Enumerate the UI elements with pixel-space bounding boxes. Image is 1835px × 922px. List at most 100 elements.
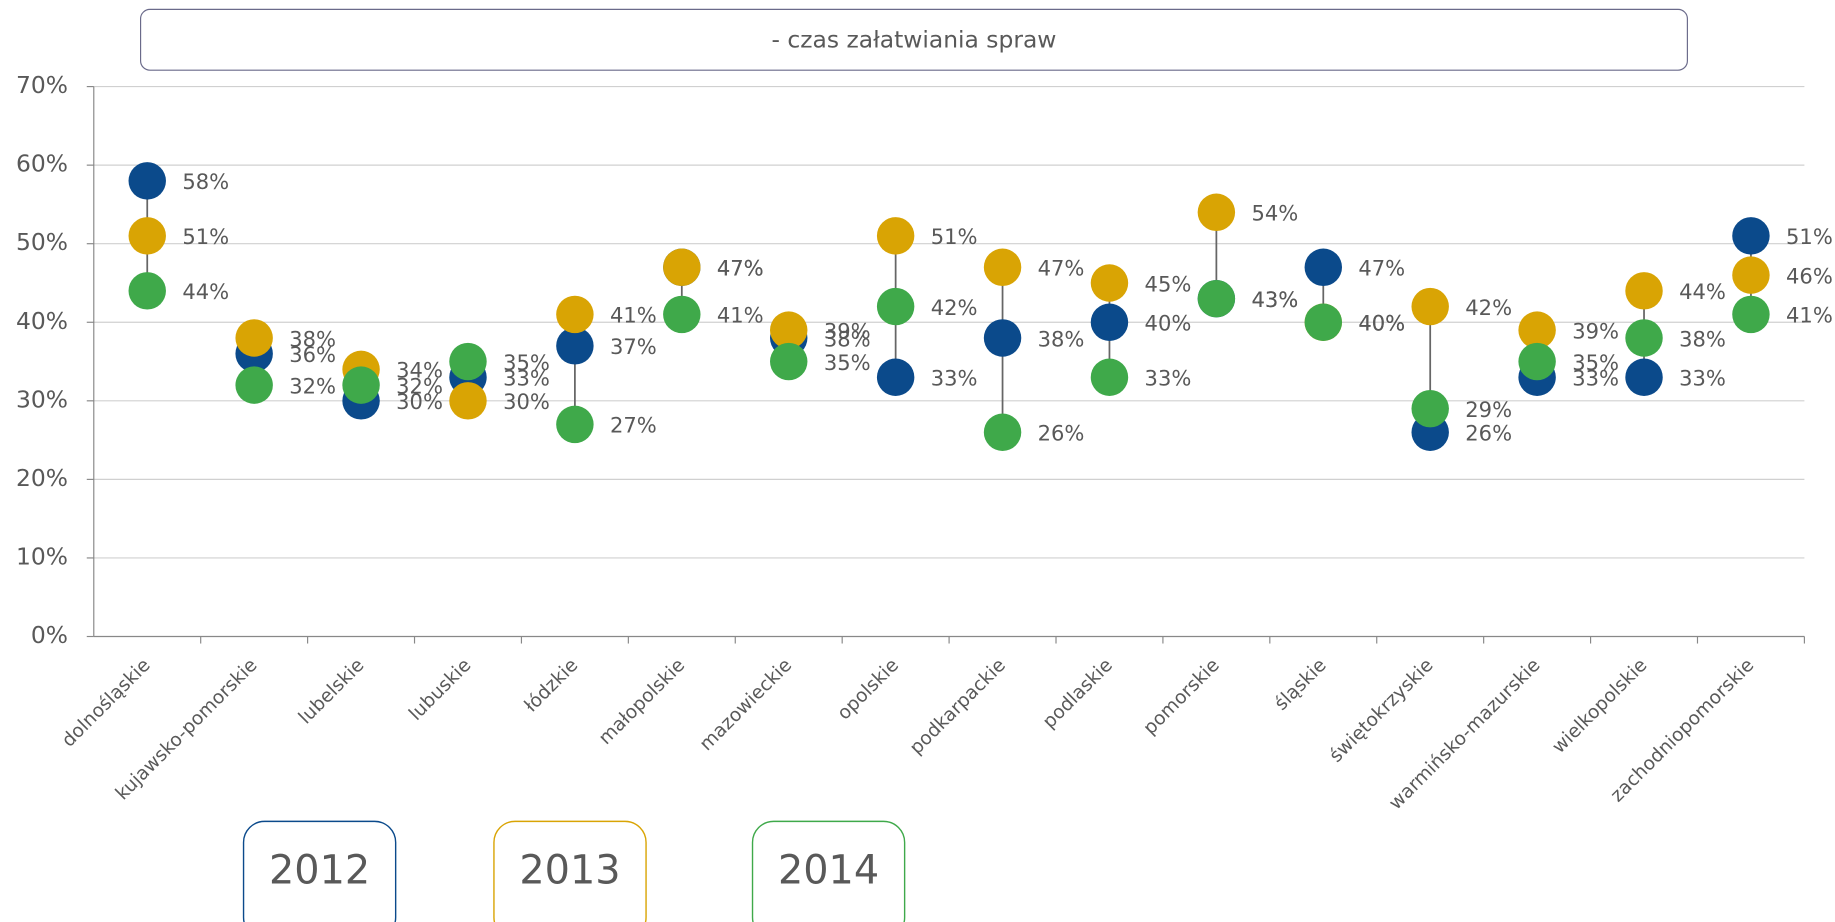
dot [663, 248, 701, 286]
value-label: 38% [824, 326, 871, 351]
dot [1625, 272, 1663, 310]
x-tick-label: śląskie [1271, 655, 1331, 715]
value-label: 30% [503, 389, 550, 414]
value-label: 33% [931, 366, 978, 391]
legend-box [242, 820, 397, 922]
value-label: 58% [182, 169, 229, 194]
dot [449, 342, 487, 381]
value-label: 32% [289, 373, 336, 398]
dot [1732, 256, 1770, 294]
x-tick-label: mazowieckie [696, 655, 796, 755]
value-label: 39% [824, 318, 871, 343]
value-label: 43% [1251, 287, 1298, 312]
x-tick-label: lubuskie [405, 655, 475, 725]
value-label: 35% [1572, 350, 1619, 375]
dot [983, 319, 1022, 357]
dot [1090, 358, 1129, 396]
value-label: 29% [1465, 397, 1512, 422]
value-label: 43% [1251, 287, 1298, 312]
value-label: 37% [610, 334, 657, 359]
value-label: 36% [289, 342, 336, 367]
value-label: 47% [1358, 256, 1405, 281]
value-label: 35% [824, 350, 871, 375]
legend-box [493, 820, 647, 922]
dot [876, 358, 915, 396]
dot [770, 311, 808, 349]
value-label: 26% [1038, 421, 1085, 446]
dot [235, 319, 273, 357]
x-tick-label: świętokrzyskie [1326, 655, 1438, 767]
value-label: 38% [1679, 326, 1726, 351]
value-label: 41% [717, 303, 764, 328]
dot [983, 248, 1022, 286]
x-tick-label: podkarpackie [906, 655, 1010, 759]
value-label: 40% [1358, 311, 1405, 336]
dot [556, 327, 594, 365]
value-label: 26% [1465, 421, 1512, 446]
y-tick-label: 40% [16, 307, 68, 335]
value-label: 51% [931, 224, 978, 249]
value-label: 54% [1251, 201, 1298, 226]
value-label: 41% [610, 303, 657, 328]
x-tick-label: małopolskie [595, 655, 689, 749]
value-label: 46% [1786, 263, 1833, 288]
value-label: 35% [503, 350, 550, 375]
value-label: 27% [610, 413, 657, 438]
legend-box [751, 820, 906, 922]
legend-label: 2014 [778, 847, 879, 893]
x-tick-label: dolnośląskie [58, 655, 155, 752]
value-label: 38% [1038, 326, 1085, 351]
x-tick-label: opolskie [834, 655, 904, 725]
value-label: 33% [503, 366, 550, 391]
dot [876, 217, 915, 255]
value-label: 51% [1786, 224, 1833, 249]
value-label: 51% [182, 224, 229, 249]
value-label: 33% [1679, 366, 1726, 391]
dot [128, 272, 166, 310]
dot [663, 295, 701, 334]
dot [1304, 303, 1343, 341]
x-tick-label: podlaskie [1039, 655, 1117, 733]
dot [770, 342, 808, 381]
value-label: 40% [1145, 311, 1192, 336]
dot [1732, 217, 1770, 255]
dot [1625, 319, 1663, 357]
dot [342, 366, 380, 404]
dot [1518, 311, 1556, 349]
dot [128, 162, 166, 200]
value-label: 42% [931, 295, 978, 320]
dot [449, 382, 487, 420]
value-label: 32% [396, 373, 443, 398]
y-tick-label: 30% [16, 385, 68, 413]
dot [556, 295, 594, 334]
dot [128, 217, 166, 255]
value-label: 30% [396, 389, 443, 414]
value-label: 44% [182, 279, 229, 304]
y-tick-label: 10% [16, 542, 68, 570]
dot [1411, 287, 1449, 326]
value-label: 33% [1572, 366, 1619, 391]
value-label: 47% [717, 256, 764, 281]
y-tick-label: 0% [31, 621, 68, 649]
x-tick-label: lubelskie [295, 655, 369, 729]
value-label: 33% [1145, 366, 1192, 391]
value-label: 44% [1679, 279, 1726, 304]
x-tick-label: wielkopolskie [1548, 655, 1651, 758]
dot [983, 413, 1022, 451]
dot [1625, 358, 1663, 396]
dot [1197, 193, 1236, 232]
dot [1197, 279, 1236, 318]
dot [556, 405, 594, 444]
chart-title: - czas załatwiania spraw [772, 25, 1057, 53]
value-label: 41% [1786, 303, 1833, 328]
title-box [140, 8, 1688, 71]
legend-label: 2012 [269, 847, 370, 893]
dot [1518, 342, 1556, 381]
value-label: 47% [1038, 256, 1085, 281]
value-label: 47% [717, 256, 764, 281]
y-tick-label: 70% [16, 71, 68, 99]
y-tick-label: 60% [16, 150, 68, 178]
dot [235, 366, 273, 404]
dot [1304, 248, 1343, 286]
